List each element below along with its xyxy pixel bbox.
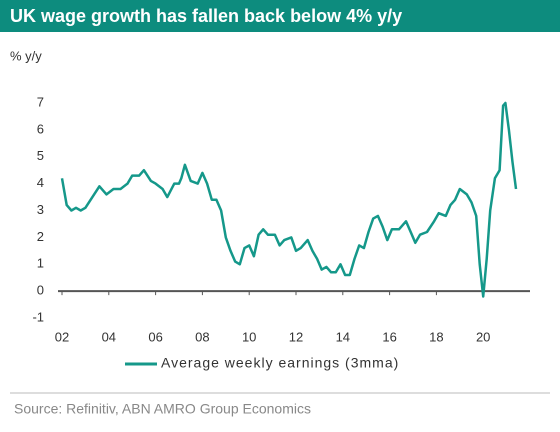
series-line (60, 101, 518, 298)
y-tick-label: -1 (32, 309, 44, 324)
x-tick-label: 16 (382, 329, 396, 344)
x-tick-label: 18 (429, 329, 443, 344)
x-tick-label: 10 (242, 329, 256, 344)
x-tick-label: 02 (55, 329, 69, 344)
y-axis-label: % y/y (10, 48, 42, 63)
x-tick-label: 08 (195, 329, 209, 344)
y-tick-label: 5 (37, 148, 44, 163)
y-tick-label: 2 (37, 229, 44, 244)
y-tick-label: 7 (37, 94, 44, 109)
y-tick-label: 0 (37, 283, 44, 298)
x-tick-label: 06 (148, 329, 162, 344)
x-tick-label: 04 (102, 329, 116, 344)
y-tick-label: 4 (37, 175, 44, 190)
source: Source: Refinitiv, ABN AMRO Group Econom… (14, 401, 311, 417)
title-banner (0, 0, 560, 32)
x-tick-label: 12 (289, 329, 303, 344)
y-tick-label: 1 (37, 256, 44, 271)
x-tick-label: 14 (336, 329, 350, 344)
legend-label: Average weekly earnings (3mma) (161, 355, 399, 371)
y-tick-label: 3 (37, 202, 44, 217)
chart-title: UK wage growth has fallen back below 4% … (10, 6, 402, 26)
x-tick-label: 20 (476, 329, 490, 344)
y-tick-label: 6 (37, 121, 44, 136)
